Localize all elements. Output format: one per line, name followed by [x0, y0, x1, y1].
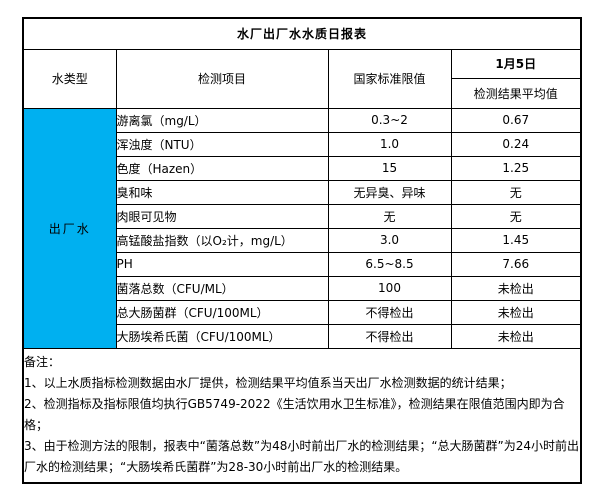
- table-row: 大肠埃希氏菌（CFU/100ML） 不得检出 未检出: [23, 323, 582, 349]
- result-cell: 0.67: [450, 107, 582, 133]
- header-date: 1月5日: [450, 48, 582, 79]
- header-item: 检测项目: [115, 48, 329, 109]
- table-row: 总大肠菌群（CFU/100ML） 不得检出 未检出: [23, 299, 582, 325]
- standard-cell: 不得检出: [327, 323, 452, 349]
- result-cell: 未检出: [450, 275, 582, 301]
- header-result-avg: 检测结果平均值: [450, 77, 582, 109]
- standard-cell: 无异臭、异味: [327, 179, 452, 205]
- header-row-top: 水类型 检测项目 国家标准限值 1月5日: [22, 48, 582, 109]
- table-row: 臭和味 无异臭、异味 无: [23, 179, 582, 205]
- standard-cell: 1.0: [327, 131, 452, 157]
- result-cell: 0.24: [450, 131, 582, 157]
- table-row: 色度（Hazen） 15 1.25: [23, 155, 582, 181]
- item-cell: 肉眼可见物: [115, 203, 329, 229]
- table-row: PH 6.5~8.5 7.66: [23, 251, 582, 277]
- water-type-cell: 出厂水: [22, 107, 117, 349]
- notes-row: 备注： 1、以上水质指标检测数据由水厂提供，检测结果平均值系当天出厂水检测数据的…: [22, 347, 582, 484]
- result-cell: 无: [450, 203, 582, 229]
- notes-label: 备注：: [24, 355, 61, 370]
- result-cell: 未检出: [450, 299, 582, 325]
- table-row: 出厂水 游离氯（mg/L） 0.3~2 0.67: [22, 107, 582, 349]
- note-line: 2、检测指标及指标限值均执行GB5749-2022《生活饮用水卫生标准》，检测结…: [24, 397, 565, 433]
- item-cell: PH: [115, 251, 329, 277]
- result-cell: 无: [450, 179, 582, 205]
- standard-cell: 无: [327, 203, 452, 229]
- title-row: 水厂出厂水水质日报表: [22, 17, 582, 50]
- result-cell: 未检出: [450, 323, 582, 349]
- standard-cell: 0.3~2: [327, 107, 452, 133]
- item-cell: 游离氯（mg/L）: [115, 107, 329, 133]
- item-cell: 总大肠菌群（CFU/100ML）: [115, 299, 329, 325]
- standard-cell: 100: [327, 275, 452, 301]
- item-cell: 高锰酸盐指数（以O₂计，mg/L）: [115, 227, 329, 253]
- header-row-bottom: 检测结果平均值: [23, 77, 582, 109]
- water-quality-table: 水厂出厂水水质日报表 水类型 检测项目 国家标准限值 1月5日 检测结果平均值 …: [22, 17, 583, 484]
- result-cell: 7.66: [450, 251, 582, 277]
- item-cell: 菌落总数（CFU/ML）: [115, 275, 329, 301]
- result-cell: 1.45: [450, 227, 582, 253]
- page-title: 水厂出厂水水质日报表: [22, 17, 582, 50]
- item-cell: 浑浊度（NTU）: [115, 131, 329, 157]
- standard-cell: 15: [327, 155, 452, 181]
- result-cell: 1.25: [450, 155, 582, 181]
- table-row: 肉眼可见物 无 无: [23, 203, 582, 229]
- table-row: 菌落总数（CFU/ML） 100 未检出: [23, 275, 582, 301]
- standard-cell: 3.0: [327, 227, 452, 253]
- note-line: 3、由于检测方法的限制，报表中“菌落总数”为48小时前出厂水的检测结果；“总大肠…: [24, 439, 580, 475]
- standard-cell: 6.5~8.5: [327, 251, 452, 277]
- note-line: 1、以上水质指标检测数据由水厂提供，检测结果平均值系当天出厂水检测数据的统计结果…: [24, 376, 512, 391]
- table-row: 浑浊度（NTU） 1.0 0.24: [23, 131, 582, 157]
- header-standard: 国家标准限值: [327, 48, 452, 109]
- item-cell: 色度（Hazen）: [115, 155, 329, 181]
- standard-cell: 不得检出: [327, 299, 452, 325]
- notes-section: 备注： 1、以上水质指标检测数据由水厂提供，检测结果平均值系当天出厂水检测数据的…: [22, 347, 582, 484]
- table-row: 高锰酸盐指数（以O₂计，mg/L） 3.0 1.45: [23, 227, 582, 253]
- item-cell: 臭和味: [115, 179, 329, 205]
- item-cell: 大肠埃希氏菌（CFU/100ML）: [115, 323, 329, 349]
- header-water-type: 水类型: [22, 48, 117, 109]
